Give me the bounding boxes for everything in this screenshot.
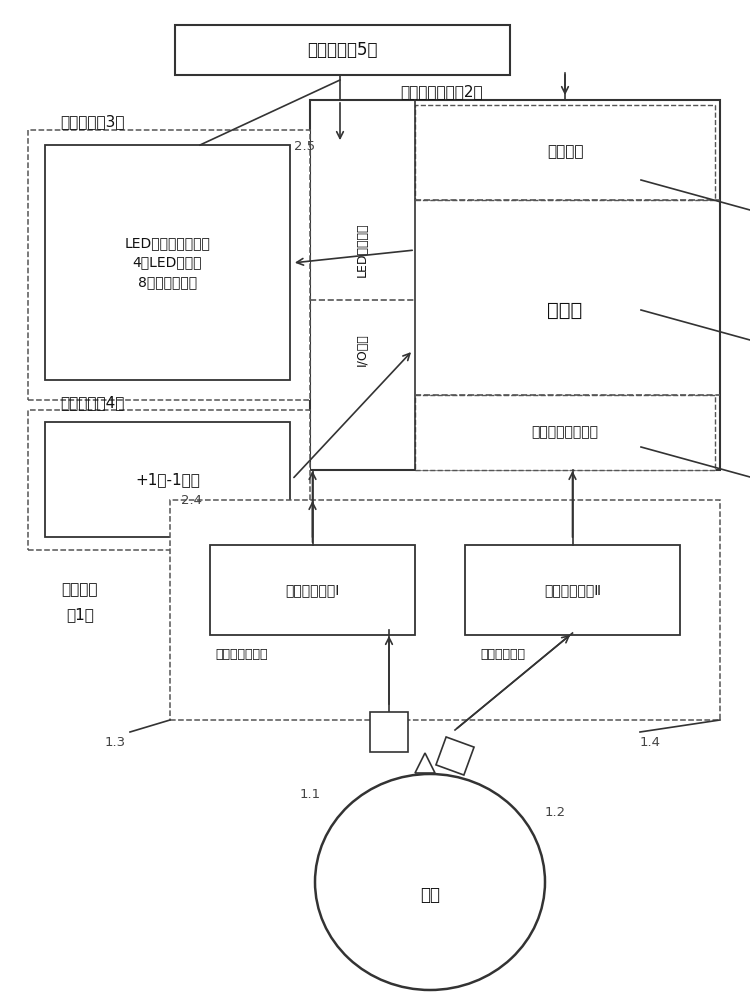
- Text: I/O接口: I/O接口: [356, 334, 368, 366]
- Text: 显示单元（3）: 显示单元（3）: [60, 114, 124, 129]
- Text: 1.4: 1.4: [640, 736, 661, 748]
- Text: 中央处理单元（2）: 中央处理单元（2）: [400, 85, 483, 100]
- Ellipse shape: [315, 774, 545, 990]
- Text: 2.4: 2.4: [182, 493, 203, 506]
- Bar: [28, 410, 310, 550]
- Bar: [310, 100, 720, 470]
- Bar: [415, 105, 715, 200]
- Text: 1.3: 1.3: [104, 736, 125, 748]
- Text: 2.5: 2.5: [295, 139, 316, 152]
- Text: 1.1: 1.1: [299, 788, 320, 802]
- Bar: [28, 130, 310, 400]
- Text: 高速频率测量单元: 高速频率测量单元: [532, 425, 598, 439]
- Text: 上止点信号测量: 上止点信号测量: [215, 648, 268, 660]
- Bar: [175, 25, 510, 75]
- Text: 飞轮: 飞轮: [420, 886, 440, 904]
- Text: 单片机: 单片机: [548, 300, 583, 320]
- Text: 脉冲整型单元Ⅱ: 脉冲整型单元Ⅱ: [544, 583, 601, 597]
- Bar: [45, 145, 290, 380]
- Polygon shape: [415, 753, 435, 773]
- Text: 通信接口: 通信接口: [547, 144, 584, 159]
- Text: 脉冲整型单元Ⅰ: 脉冲整型单元Ⅰ: [285, 583, 340, 597]
- Bar: [415, 395, 715, 470]
- Text: （1）: （1）: [66, 607, 94, 622]
- Polygon shape: [436, 737, 474, 775]
- Bar: [45, 422, 290, 537]
- Bar: [465, 545, 680, 635]
- Text: LED显示接口: LED显示接口: [356, 223, 368, 277]
- Bar: [210, 545, 415, 635]
- Text: LED弧形光栅刻度盘
4位LED数码管
8位故障指示灯: LED弧形光栅刻度盘 4位LED数码管 8位故障指示灯: [124, 236, 211, 289]
- Bar: [370, 712, 408, 752]
- Text: 输入单元（4）: 输入单元（4）: [60, 395, 124, 410]
- Bar: [170, 500, 720, 720]
- Text: 瞬时转速测量: 瞬时转速测量: [480, 648, 525, 660]
- Text: 1.2: 1.2: [544, 806, 566, 818]
- Text: 辅助电源（5）: 辅助电源（5）: [308, 41, 378, 59]
- Text: 检测单元: 检测单元: [62, 582, 98, 597]
- Text: +1、-1按键: +1、-1按键: [135, 472, 200, 487]
